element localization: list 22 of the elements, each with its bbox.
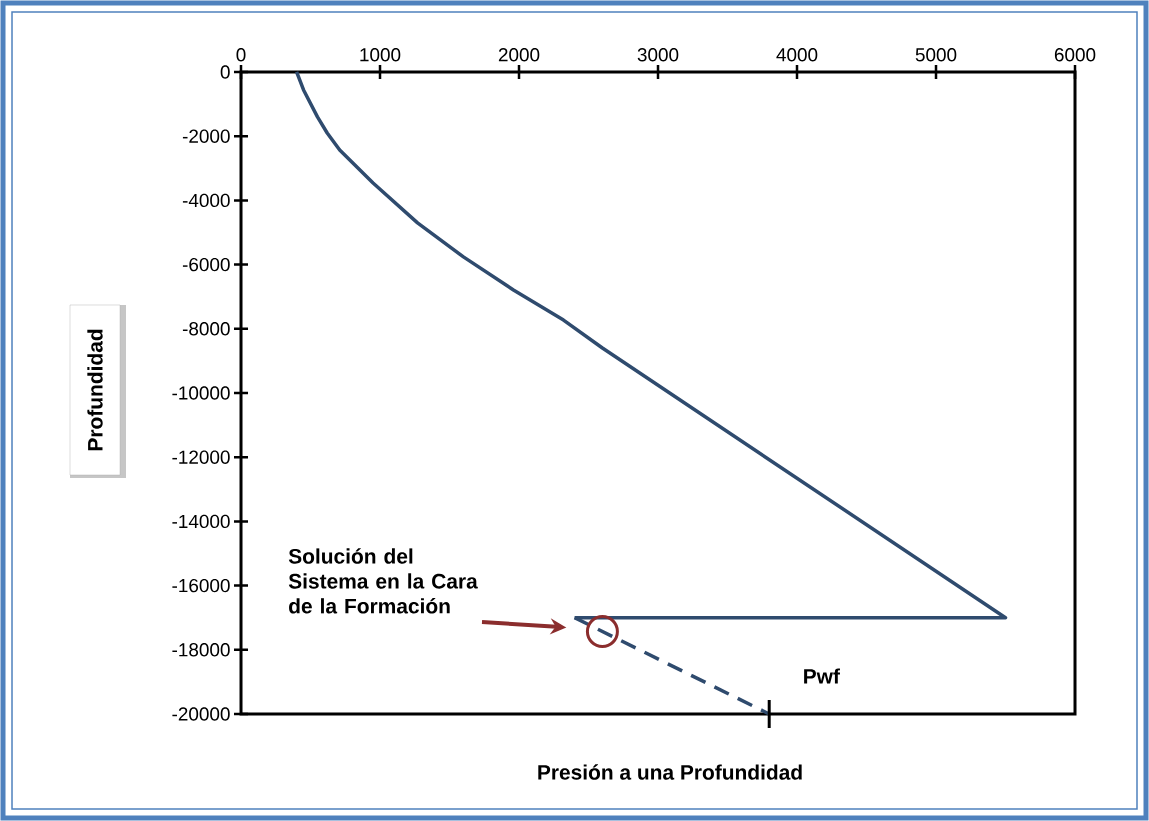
x-tick-label: 4000 xyxy=(776,48,818,62)
x-tick-label: 0 xyxy=(236,48,246,62)
y-tick-label: -18000 xyxy=(172,643,230,657)
y-tick-label: -14000 xyxy=(172,514,230,529)
y-tick-label: -2000 xyxy=(182,129,230,143)
x-tick-label: 2000 xyxy=(498,48,540,62)
annotation: Pwf xyxy=(804,668,840,684)
annotation: Solución del Sistema en la Cara de la Formación xyxy=(288,548,478,614)
y-tick-label: 0 xyxy=(220,65,230,79)
y-tick-label: -20000 xyxy=(172,707,230,721)
y-tick-label: -10000 xyxy=(172,386,230,400)
x-axis-title: Presión a una Profundidad xyxy=(538,764,802,780)
x-tick-label: 1000 xyxy=(360,48,401,62)
y-tick-label: -4000 xyxy=(182,193,230,208)
y-tick-label: -12000 xyxy=(172,450,230,464)
y-tick-label: -8000 xyxy=(182,322,230,336)
x-tick-label: 6000 xyxy=(1054,48,1096,62)
x-tick-label: 3000 xyxy=(637,48,679,62)
y-axis-title: Profundidad xyxy=(87,329,103,451)
y-tick-label: -16000 xyxy=(172,578,230,593)
y-tick-label: -6000 xyxy=(182,257,230,272)
x-tick-label: 5000 xyxy=(915,48,957,62)
